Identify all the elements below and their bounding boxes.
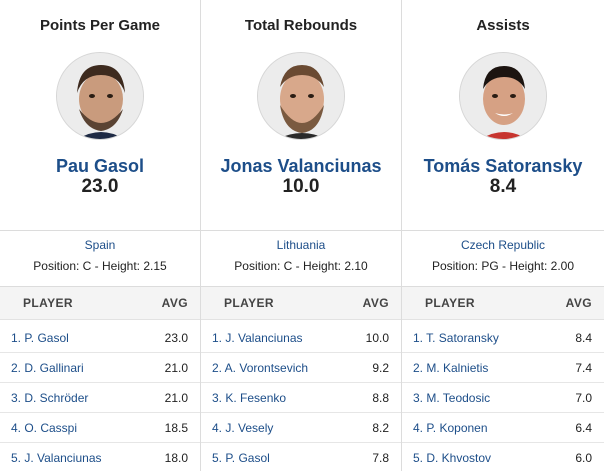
table-header: PLAYER AVG	[201, 286, 401, 320]
category-title: Total Rebounds	[244, 17, 358, 34]
player-avg: 18.0	[164, 450, 188, 465]
table-row: 3. M. Teodosic 7.0	[402, 383, 604, 413]
player-avg: 8.8	[372, 390, 389, 405]
leaders-list: 1. P. Gasol 23.0 2. D. Gallinari 21.0 3. D…	[0, 323, 200, 471]
player-avg: 7.4	[575, 360, 592, 375]
leader-name-link[interactable]: Pau Gasol	[55, 156, 145, 176]
player-avg: 6.0	[575, 450, 592, 465]
player-link[interactable]: 3. D. Schröder	[11, 390, 89, 405]
category-points-per-game: Points Per Game Pau Gasol 23.0 Spain Pos…	[0, 0, 201, 471]
table-row: 5. P. Gasol 7.8	[201, 443, 401, 471]
leader-position-height: Position: C - Height: 2.15	[33, 259, 167, 273]
player-avg: 18.5	[164, 420, 188, 435]
category-title: Assists	[476, 17, 530, 34]
leader-country-link[interactable]: Czech Republic	[460, 238, 546, 252]
player-link[interactable]: 5. D. Khvostov	[413, 450, 492, 465]
table-row: 4. O. Casspi 18.5	[0, 413, 200, 443]
player-avg: 10.0	[365, 330, 389, 345]
table-header: PLAYER AVG	[0, 286, 200, 320]
leader-name-link[interactable]: Tomás Satoransky	[423, 156, 583, 176]
leader-info: Czech Republic Position: PG - Height: 2.…	[402, 230, 604, 286]
table-row: 1. T. Satoransky 8.4	[402, 323, 604, 353]
player-avg: 7.0	[575, 390, 592, 405]
player-avatar[interactable]	[459, 52, 547, 140]
player-column-header: PLAYER	[23, 296, 73, 310]
avg-column-header: AVG	[362, 296, 389, 310]
avg-column-header: AVG	[565, 296, 592, 310]
player-avg: 7.8	[372, 450, 389, 465]
player-avg: 8.2	[372, 420, 389, 435]
player-avatar[interactable]	[257, 52, 345, 140]
player-link[interactable]: 2. D. Gallinari	[11, 360, 84, 375]
table-row: 1. P. Gasol 23.0	[0, 323, 200, 353]
player-link[interactable]: 2. A. Vorontsevich	[212, 360, 309, 375]
leader-country-link[interactable]: Spain	[84, 238, 116, 252]
leader-position-height: Position: PG - Height: 2.00	[431, 259, 575, 273]
player-headshot-image	[258, 53, 344, 139]
player-column-header: PLAYER	[224, 296, 274, 310]
player-link[interactable]: 2. M. Kalnietis	[413, 360, 489, 375]
table-row: 2. M. Kalnietis 7.4	[402, 353, 604, 383]
table-row: 1. J. Valanciunas 10.0	[201, 323, 401, 353]
player-link[interactable]: 5. J. Valanciunas	[11, 450, 102, 465]
player-link[interactable]: 4. P. Koponen	[413, 420, 488, 435]
leader-position-height: Position: C - Height: 2.10	[234, 259, 368, 273]
table-header: PLAYER AVG	[402, 286, 604, 320]
player-avg: 9.2	[372, 360, 389, 375]
leaders-list: 1. J. Valanciunas 10.0 2. A. Vorontsevich…	[201, 323, 401, 471]
player-link[interactable]: 3. K. Fesenko	[212, 390, 287, 405]
table-row: 5. D. Khvostov 6.0	[402, 443, 604, 471]
avg-column-header: AVG	[161, 296, 188, 310]
player-avg: 8.4	[575, 330, 592, 345]
category-assists: Assists Tomás Satoransky 8.4 Czech Repub…	[402, 0, 604, 471]
player-link[interactable]: 1. P. Gasol	[11, 330, 69, 345]
leader-value: 10.0	[282, 176, 320, 197]
player-avatar[interactable]	[56, 52, 144, 140]
player-link[interactable]: 3. M. Teodosic	[413, 390, 491, 405]
leader-value: 23.0	[81, 176, 119, 197]
player-avg: 6.4	[575, 420, 592, 435]
category-title: Points Per Game	[39, 17, 161, 34]
leader-info: Spain Position: C - Height: 2.15	[0, 230, 200, 286]
player-headshot-image	[57, 53, 143, 139]
player-link[interactable]: 4. O. Casspi	[11, 420, 78, 435]
table-row: 5. J. Valanciunas 18.0	[0, 443, 200, 471]
table-row: 4. J. Vesely 8.2	[201, 413, 401, 443]
leader-info: Lithuania Position: C - Height: 2.10	[201, 230, 401, 286]
leader-header: Assists Tomás Satoransky 8.4	[402, 0, 604, 230]
table-row: 4. P. Koponen 6.4	[402, 413, 604, 443]
leader-header: Points Per Game Pau Gasol 23.0	[0, 0, 200, 230]
table-row: 2. D. Gallinari 21.0	[0, 353, 200, 383]
table-row: 3. D. Schröder 21.0	[0, 383, 200, 413]
player-link[interactable]: 1. J. Valanciunas	[212, 330, 303, 345]
player-link[interactable]: 1. T. Satoransky	[413, 330, 499, 345]
leader-country-link[interactable]: Lithuania	[276, 238, 326, 252]
player-link[interactable]: 5. P. Gasol	[212, 450, 270, 465]
leader-header: Total Rebounds Jonas Valanciunas 10.0	[201, 0, 401, 230]
player-avg: 21.0	[164, 360, 188, 375]
player-link[interactable]: 4. J. Vesely	[212, 420, 274, 435]
leader-value: 8.4	[489, 176, 517, 197]
player-avg: 21.0	[164, 390, 188, 405]
table-row: 2. A. Vorontsevich 9.2	[201, 353, 401, 383]
leader-name-link[interactable]: Jonas Valanciunas	[220, 156, 382, 176]
player-avg: 23.0	[164, 330, 188, 345]
leaders-list: 1. T. Satoransky 8.4 2. M. Kalnietis 7.4 3…	[402, 323, 604, 471]
category-total-rebounds: Total Rebounds Jonas Valanciunas 10.0 Li…	[201, 0, 402, 471]
player-headshot-image	[460, 53, 546, 139]
table-row: 3. K. Fesenko 8.8	[201, 383, 401, 413]
player-column-header: PLAYER	[425, 296, 475, 310]
